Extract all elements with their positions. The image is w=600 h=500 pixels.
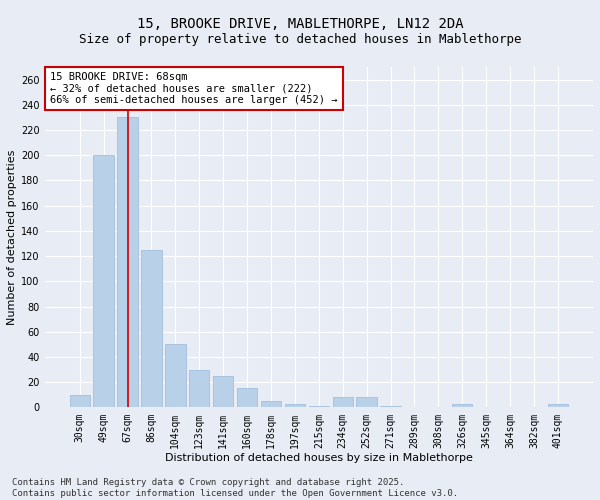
Text: 15 BROOKE DRIVE: 68sqm
← 32% of detached houses are smaller (222)
66% of semi-de: 15 BROOKE DRIVE: 68sqm ← 32% of detached… [50,72,338,106]
Bar [141,250,161,408]
Bar [165,344,185,408]
Bar [94,155,114,407]
Bar [380,406,401,407]
Bar [261,401,281,407]
Text: Contains HM Land Registry data © Crown copyright and database right 2025.
Contai: Contains HM Land Registry data © Crown c… [12,478,458,498]
Bar [285,404,305,407]
Bar [356,398,377,407]
Bar [237,388,257,407]
Bar [548,404,568,407]
Bar [70,395,90,407]
Bar [308,406,329,407]
Bar [118,118,137,408]
Bar [213,376,233,408]
Text: 15, BROOKE DRIVE, MABLETHORPE, LN12 2DA: 15, BROOKE DRIVE, MABLETHORPE, LN12 2DA [137,18,463,32]
Bar [332,398,353,407]
Y-axis label: Number of detached properties: Number of detached properties [7,150,17,325]
Bar [452,404,472,407]
X-axis label: Distribution of detached houses by size in Mablethorpe: Distribution of detached houses by size … [165,453,473,463]
Bar [189,370,209,408]
Text: Size of property relative to detached houses in Mablethorpe: Size of property relative to detached ho… [79,32,521,46]
